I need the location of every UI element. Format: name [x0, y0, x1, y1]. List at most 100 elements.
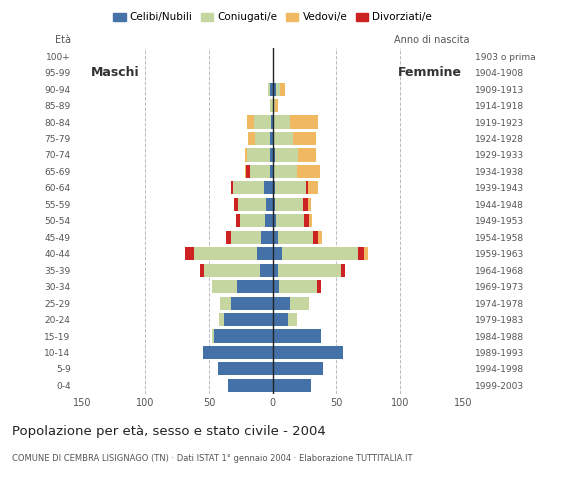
- Bar: [200, 264, 204, 277]
- Bar: [273, 379, 311, 392]
- Bar: [278, 264, 341, 277]
- Bar: [245, 148, 247, 162]
- Bar: [273, 297, 291, 310]
- Bar: [273, 148, 275, 162]
- Bar: [279, 280, 317, 293]
- Bar: [275, 99, 278, 112]
- Bar: [313, 231, 318, 244]
- Bar: [273, 329, 321, 343]
- Bar: [240, 214, 265, 228]
- Bar: [212, 280, 237, 293]
- Bar: [273, 214, 277, 228]
- Text: COMUNE DI CEMBRA LISIGNAGO (TN) · Dati ISTAT 1° gennaio 2004 · Elaborazione TUTT: COMUNE DI CEMBRA LISIGNAGO (TN) · Dati I…: [12, 454, 412, 463]
- Bar: [317, 280, 321, 293]
- Bar: [260, 264, 273, 277]
- Bar: [271, 116, 273, 129]
- Bar: [304, 214, 310, 228]
- Bar: [273, 346, 343, 359]
- Bar: [255, 132, 270, 145]
- Text: Femmine: Femmine: [398, 66, 462, 79]
- Bar: [235, 214, 240, 228]
- Bar: [277, 83, 280, 96]
- Bar: [270, 165, 273, 178]
- Bar: [273, 198, 275, 211]
- Bar: [291, 297, 310, 310]
- Bar: [273, 165, 274, 178]
- Bar: [270, 132, 273, 145]
- Text: Anno di nascita: Anno di nascita: [394, 35, 470, 45]
- Bar: [245, 165, 246, 178]
- Bar: [185, 247, 194, 260]
- Bar: [274, 165, 297, 178]
- Bar: [278, 231, 313, 244]
- Bar: [261, 231, 273, 244]
- Bar: [293, 132, 316, 145]
- Bar: [273, 280, 279, 293]
- Bar: [273, 99, 275, 112]
- Bar: [233, 181, 264, 194]
- Bar: [270, 148, 273, 162]
- Bar: [273, 264, 278, 277]
- Bar: [277, 214, 304, 228]
- Bar: [273, 116, 291, 129]
- Bar: [202, 346, 273, 359]
- Bar: [247, 116, 253, 129]
- Bar: [226, 231, 231, 244]
- Bar: [273, 247, 281, 260]
- Bar: [358, 247, 364, 260]
- Bar: [204, 264, 260, 277]
- Bar: [308, 198, 311, 211]
- Bar: [264, 181, 273, 194]
- Text: Età: Età: [56, 35, 71, 45]
- Bar: [267, 83, 270, 96]
- Bar: [250, 165, 270, 178]
- Bar: [218, 362, 273, 375]
- Bar: [281, 247, 358, 260]
- Bar: [303, 198, 308, 211]
- Bar: [306, 181, 308, 194]
- Bar: [270, 99, 273, 112]
- Bar: [275, 181, 306, 194]
- Bar: [273, 231, 278, 244]
- Bar: [273, 362, 324, 375]
- Bar: [231, 231, 261, 244]
- Text: Popolazione per età, sesso e stato civile - 2004: Popolazione per età, sesso e stato civil…: [12, 425, 325, 438]
- Bar: [194, 247, 258, 260]
- Bar: [246, 165, 250, 178]
- Bar: [248, 132, 255, 145]
- Bar: [266, 198, 273, 211]
- Bar: [310, 214, 312, 228]
- Bar: [219, 313, 224, 326]
- Bar: [270, 83, 273, 96]
- Legend: Celibi/Nubili, Coniugati/e, Vedovi/e, Divorziati/e: Celibi/Nubili, Coniugati/e, Vedovi/e, Di…: [109, 8, 436, 26]
- Bar: [237, 280, 273, 293]
- Bar: [231, 181, 233, 194]
- Bar: [238, 198, 266, 211]
- Bar: [291, 116, 318, 129]
- Bar: [308, 181, 318, 194]
- Bar: [273, 83, 277, 96]
- Bar: [247, 148, 270, 162]
- Bar: [318, 231, 322, 244]
- Bar: [364, 247, 368, 260]
- Bar: [258, 247, 273, 260]
- Bar: [214, 329, 273, 343]
- Bar: [341, 264, 345, 277]
- Bar: [212, 329, 214, 343]
- Bar: [275, 198, 303, 211]
- Bar: [288, 313, 297, 326]
- Bar: [231, 297, 273, 310]
- Bar: [273, 132, 274, 145]
- Bar: [234, 198, 238, 211]
- Bar: [265, 214, 273, 228]
- Bar: [298, 148, 316, 162]
- Text: Maschi: Maschi: [90, 66, 139, 79]
- Bar: [220, 297, 231, 310]
- Bar: [297, 165, 320, 178]
- Bar: [275, 148, 298, 162]
- Bar: [228, 379, 273, 392]
- Bar: [253, 116, 271, 129]
- Bar: [273, 181, 275, 194]
- Bar: [273, 313, 288, 326]
- Bar: [224, 313, 273, 326]
